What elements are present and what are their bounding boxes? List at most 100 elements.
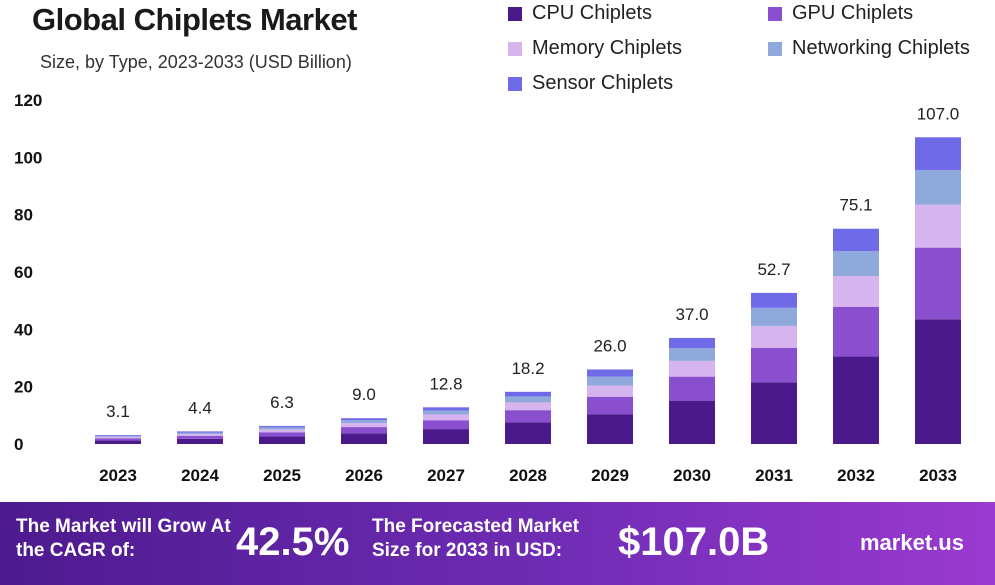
bar-segment-networking — [587, 376, 633, 386]
chart-title: Global Chiplets Market — [32, 2, 357, 37]
bar-segment-gpu — [587, 396, 633, 415]
bar-segment-memory — [751, 325, 797, 348]
forecast-label: The Forecasted Market Size for 2033 in U… — [372, 516, 579, 561]
bar-total-label: 3.1 — [106, 402, 130, 421]
cagr-value: 42.5% — [236, 520, 350, 564]
legend-swatch-networking — [768, 41, 782, 56]
bar-segment-networking — [833, 251, 879, 277]
bar-segment-cpu — [751, 382, 797, 444]
bar-segment-networking — [341, 420, 387, 424]
bar-segment-networking — [259, 427, 305, 430]
bar-segment-cpu — [833, 356, 879, 444]
bar-segment-sensor — [587, 369, 633, 377]
bar-segment-networking — [915, 170, 961, 205]
bar-total-label: 107.0 — [917, 104, 960, 123]
y-tick-label: 40 — [14, 320, 33, 339]
legend-item-gpu: GPU Chiplets — [768, 2, 913, 25]
brand-logo: market.us — [860, 530, 964, 555]
legend-label-memory: Memory Chiplets — [532, 37, 683, 59]
legend-swatch-gpu — [768, 6, 782, 21]
bar-segment-gpu — [259, 432, 305, 437]
bar-total-label: 9.0 — [352, 385, 376, 404]
legend-label-networking: Networking Chiplets — [792, 37, 970, 59]
x-tick-label: 2028 — [509, 466, 547, 485]
stacked-bar-chart: 0 20 40 60 80 100 120 3.1 2023 4.4 2024 6.3 2025 9.0 2… — [14, 91, 961, 485]
legend-label-sensor: Sensor Chiplets — [532, 72, 674, 94]
legend-label-cpu: CPU Chiplets — [532, 2, 653, 24]
y-tick-label: 120 — [14, 91, 42, 110]
footer-banner: The Market will Grow At the CAGR of: 42.… — [0, 502, 995, 585]
bar-total-label: 37.0 — [675, 305, 708, 324]
bar-segment-gpu — [915, 247, 961, 320]
bar-total-label: 26.0 — [593, 336, 626, 355]
x-tick-label: 2030 — [673, 466, 711, 485]
legend-item-cpu: CPU Chiplets — [508, 2, 652, 25]
legend-item-networking: Networking Chiplets — [768, 37, 970, 60]
bar-segment-cpu — [95, 440, 141, 444]
bar-segment-gpu — [95, 438, 141, 441]
bar-segment-cpu — [423, 429, 469, 444]
legend-label-gpu: GPU Chiplets — [792, 2, 914, 24]
y-tick-label: 20 — [14, 378, 33, 397]
bar-segment-cpu — [587, 414, 633, 444]
bar-segment-sensor — [423, 407, 469, 411]
bar-segment-sensor — [95, 435, 141, 436]
bar-total-label: 6.3 — [270, 393, 294, 412]
y-tick-label: 80 — [14, 206, 33, 225]
bar-segment-cpu — [341, 433, 387, 444]
bar-segment-cpu — [505, 422, 551, 444]
bar-segment-memory — [505, 402, 551, 411]
bar-segment-gpu — [423, 420, 469, 430]
x-tick-label: 2024 — [181, 466, 219, 485]
legend-item-sensor: Sensor Chiplets — [508, 72, 673, 95]
x-tick-label: 2023 — [99, 466, 137, 485]
legend-swatch-sensor — [508, 76, 522, 91]
forecast-value: $107.0B — [618, 520, 770, 564]
bar-segment-networking — [177, 432, 223, 434]
bar-total-label: 52.7 — [757, 260, 790, 279]
bar-segment-networking — [669, 347, 715, 361]
x-tick-label: 2032 — [837, 466, 875, 485]
bar-segment-gpu — [751, 347, 797, 383]
bar-segment-cpu — [259, 436, 305, 444]
bar-segment-memory — [177, 433, 223, 436]
bar-segment-memory — [669, 360, 715, 377]
x-tick-label: 2025 — [263, 466, 301, 485]
x-tick-label: 2029 — [591, 466, 629, 485]
cagr-label: The Market will Grow At the CAGR of: — [16, 516, 231, 561]
bar-segment-memory — [915, 204, 961, 248]
y-tick-label: 0 — [14, 435, 23, 454]
bar-segment-networking — [505, 396, 551, 403]
bar-segment-gpu — [833, 306, 879, 357]
bar-segment-sensor — [669, 337, 715, 348]
chart-subtitle: Size, by Type, 2023-2033 (USD Billion) — [40, 52, 352, 72]
x-tick-label: 2027 — [427, 466, 465, 485]
bar-segment-sensor — [341, 418, 387, 421]
bar-segment-gpu — [505, 410, 551, 423]
y-tick-label: 60 — [14, 263, 33, 282]
bar-segment-sensor — [177, 431, 223, 433]
bar-segment-gpu — [341, 427, 387, 434]
x-tick-label: 2033 — [919, 466, 957, 485]
x-tick-label: 2031 — [755, 466, 793, 485]
bar-total-label: 4.4 — [188, 398, 212, 417]
bar-segment-cpu — [669, 401, 715, 444]
bar-total-label: 12.8 — [429, 374, 462, 393]
legend-item-memory: Memory Chiplets — [508, 37, 682, 60]
bar-segment-sensor — [833, 228, 879, 252]
bar-segment-sensor — [751, 292, 797, 308]
bar-segment-sensor — [259, 425, 305, 428]
bar-segment-networking — [95, 435, 141, 437]
bar-segment-memory — [587, 385, 633, 397]
bar-segment-cpu — [177, 438, 223, 444]
bar-segment-gpu — [177, 435, 223, 439]
bar-segment-sensor — [505, 391, 551, 397]
legend-swatch-memory — [508, 41, 522, 56]
bar-segment-memory — [833, 276, 879, 307]
bar-segment-networking — [423, 410, 469, 415]
x-tick-label: 2026 — [345, 466, 383, 485]
bar-segment-sensor — [915, 137, 961, 171]
y-tick-label: 100 — [14, 148, 42, 167]
bar-total-label: 75.1 — [839, 196, 872, 215]
bar-segment-memory — [423, 414, 469, 421]
